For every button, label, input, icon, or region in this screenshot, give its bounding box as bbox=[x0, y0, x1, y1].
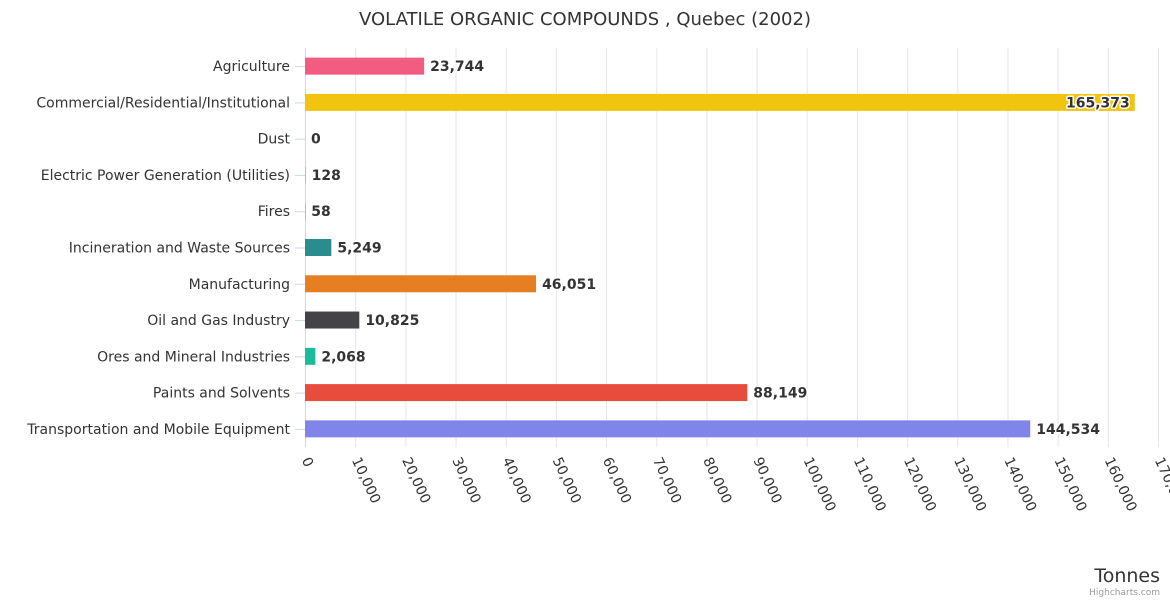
tick-label: 100,000 bbox=[800, 455, 839, 514]
bar[interactable] bbox=[305, 311, 360, 329]
category-label: Oil and Gas Industry bbox=[147, 313, 290, 329]
category-label: Transportation and Mobile Equipment bbox=[26, 422, 290, 438]
tick-label: 90,000 bbox=[749, 455, 784, 506]
data-label: 0 bbox=[311, 132, 321, 148]
bar[interactable] bbox=[305, 57, 425, 75]
tick-label: 80,000 bbox=[699, 455, 734, 506]
data-label: 58 bbox=[311, 204, 330, 220]
tick-label: 40,000 bbox=[499, 455, 534, 506]
chart-title: VOLATILE ORGANIC COMPOUNDS , Quebec (200… bbox=[359, 9, 811, 30]
tick-label: 120,000 bbox=[900, 455, 939, 514]
value-axis-ticks: 0 10,000 20,000 30,000 40,000 50,000 60,000 70,… bbox=[298, 455, 1170, 514]
category-label: Manufacturing bbox=[189, 277, 290, 293]
category-label: Fires bbox=[258, 204, 290, 220]
category-label: Agriculture bbox=[213, 59, 290, 75]
bar[interactable] bbox=[305, 239, 332, 256]
tick-label: 150,000 bbox=[1051, 455, 1090, 514]
data-labels: 23,744 165,373 0 128 58 5,249 46,051 10,825 2,06… bbox=[310, 58, 1132, 440]
data-label: 2,068 bbox=[321, 349, 365, 365]
credits-link[interactable]: Highcharts.com bbox=[1089, 588, 1160, 598]
bars bbox=[295, 57, 1135, 438]
tick-label: 30,000 bbox=[448, 455, 483, 506]
data-label: 88,149 bbox=[753, 386, 807, 402]
data-label: 10,825 bbox=[365, 313, 419, 329]
tick-label: 130,000 bbox=[950, 455, 989, 514]
data-label: 165,373 bbox=[1066, 95, 1130, 111]
data-label: 46,051 bbox=[542, 277, 596, 293]
bar[interactable] bbox=[305, 347, 316, 365]
tick-label: 50,000 bbox=[549, 455, 584, 506]
x-axis-title: Tonnes bbox=[1093, 565, 1160, 587]
tick-label: 60,000 bbox=[599, 455, 634, 506]
category-label: Electric Power Generation (Utilities) bbox=[41, 168, 290, 184]
tick-label: 140,000 bbox=[1000, 455, 1039, 514]
category-label: Ores and Mineral Industries bbox=[97, 349, 290, 365]
data-label: 5,249 bbox=[337, 241, 381, 257]
data-label: 128 bbox=[312, 168, 341, 184]
tick-label: 110,000 bbox=[850, 455, 889, 514]
grid bbox=[305, 48, 1159, 447]
bar[interactable] bbox=[305, 93, 1135, 111]
bar[interactable] bbox=[305, 420, 1031, 438]
data-label: 23,744 bbox=[430, 59, 484, 75]
tick-label: 0 bbox=[298, 455, 316, 470]
tick-label: 20,000 bbox=[398, 455, 433, 506]
bar[interactable] bbox=[305, 166, 306, 184]
tick-label: 160,000 bbox=[1101, 455, 1140, 514]
category-label: Dust bbox=[258, 132, 291, 148]
tick-label: 70,000 bbox=[649, 455, 684, 506]
tick-label: 170,000 bbox=[1151, 455, 1170, 514]
category-label: Paints and Solvents bbox=[153, 386, 290, 402]
bar[interactable] bbox=[305, 275, 537, 293]
category-labels: Agriculture Commercial/Residential/Instit… bbox=[26, 59, 290, 438]
bar[interactable] bbox=[305, 384, 748, 402]
category-label: Commercial/Residential/Institutional bbox=[36, 95, 290, 111]
data-label: 144,534 bbox=[1036, 422, 1100, 438]
category-label: Incineration and Waste Sources bbox=[69, 241, 290, 257]
tick-label: 10,000 bbox=[348, 455, 383, 506]
